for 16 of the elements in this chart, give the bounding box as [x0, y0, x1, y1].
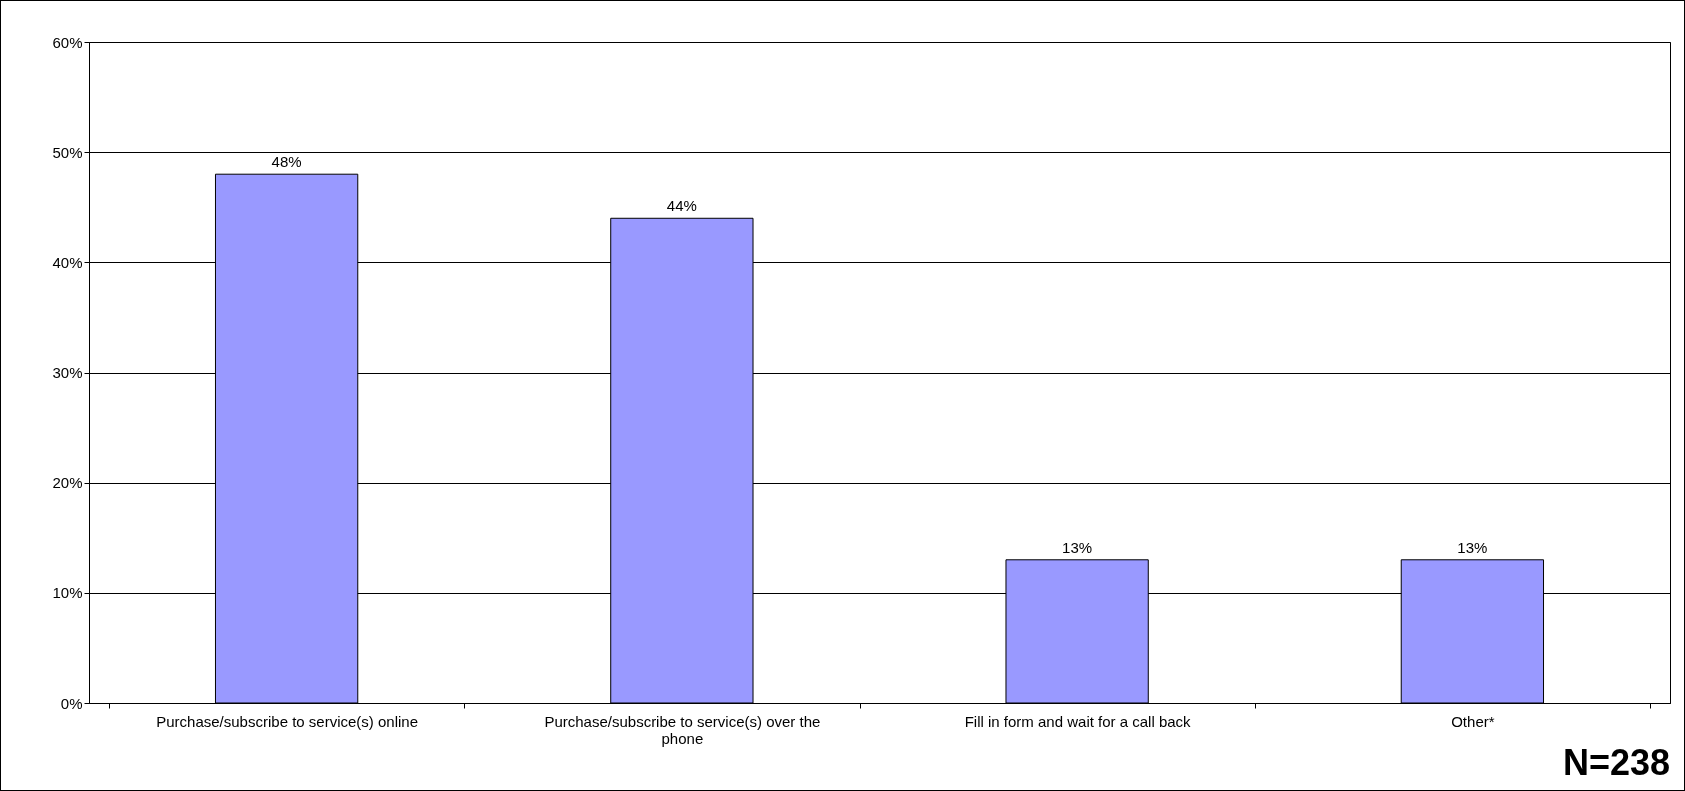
y-tick-label: 0%	[60, 694, 83, 712]
x-tick-label: Purchase/subscribe to service(s) over the phone	[544, 712, 821, 747]
data-label: 48%	[271, 153, 302, 171]
data-label: 44%	[666, 197, 697, 215]
data-label: 13%	[1457, 538, 1488, 556]
x-tick-label: Fill in form and wait for a call back	[964, 712, 1192, 730]
y-tick-label: 30%	[52, 364, 83, 381]
text: N=238	[1562, 742, 1670, 784]
data-label: 13%	[1062, 538, 1093, 556]
y-tick-label: 50%	[52, 143, 83, 161]
x-tick-label: Other*	[1451, 712, 1495, 730]
y-tick-label: 60%	[52, 33, 83, 51]
y-tick-label: 40%	[52, 253, 83, 271]
y-tick-label: 10%	[52, 584, 83, 602]
y-tick-label: 20%	[52, 474, 83, 492]
x-tick-label: Purchase/subscribe to service(s) online	[156, 712, 419, 730]
